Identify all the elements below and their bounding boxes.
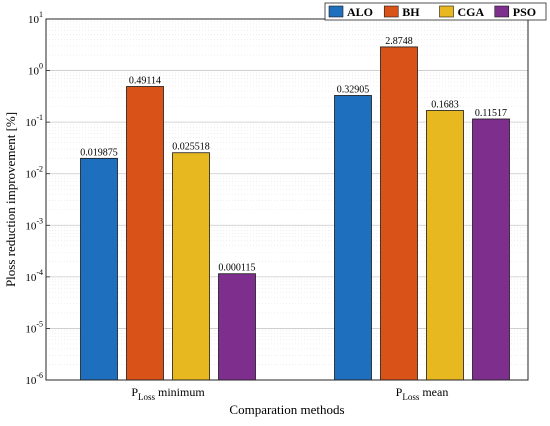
bar-pso	[218, 273, 256, 381]
y-axis-ticks: 10-6 10-5 10-4 10-3 10-2 10-1 100 101	[25, 10, 50, 387]
y-tick-label: 101	[28, 10, 43, 26]
bar-value-labels: 0.019875 0.32905 0.49114 2.8748 0.025518 0.16…	[80, 36, 507, 274]
plot-frame	[45, 18, 529, 381]
x-axis-categories: PLoss minimum PLoss mean	[131, 385, 448, 402]
y-tick-label: 10-6	[25, 371, 43, 387]
legend-box	[324, 2, 547, 21]
legend-swatch-cga	[439, 5, 454, 18]
y-tick-label: 10-4	[25, 268, 43, 284]
x-axis-label: Comparation methods	[229, 402, 344, 417]
x-category-label: PLoss minimum	[131, 385, 205, 402]
legend-swatch-pso	[494, 5, 510, 18]
bars	[80, 46, 510, 381]
y-tick-label: 10-3	[25, 216, 43, 232]
legend: ALO BH CGA PSO	[324, 2, 547, 21]
legend-swatch-bh	[383, 5, 399, 18]
legend-label-cga: CGA	[458, 5, 485, 19]
bar-alo	[80, 157, 118, 381]
bar-value-label: 0.025518	[172, 142, 210, 153]
bar-alo	[334, 95, 372, 381]
bar-bh	[380, 46, 418, 381]
bar-value-label: 0.1683	[431, 99, 459, 110]
bar-value-label: 2.8748	[385, 36, 413, 47]
bar-value-label: 0.11517	[475, 108, 507, 119]
legend-swatch-alo	[328, 5, 344, 18]
x-category-label: PLoss mean	[396, 385, 449, 402]
legend-label-alo: ALO	[347, 5, 373, 19]
y-tick-label: 10-1	[25, 113, 43, 129]
bar-value-label: 0.49114	[129, 75, 161, 86]
y-tick-label: 10-2	[25, 165, 43, 181]
legend-label-pso: PSO	[513, 5, 536, 19]
bar-value-label: 0.019875	[80, 147, 118, 158]
y-tick-label: 10-5	[25, 319, 43, 335]
bar-bh	[126, 86, 164, 381]
bar-value-label: 0.000115	[218, 263, 255, 274]
bar-cga	[172, 152, 210, 381]
legend-label-bh: BH	[402, 5, 420, 19]
y-axis-label: Ploss reduction improvement [%]	[3, 112, 18, 287]
bar-cga	[426, 110, 464, 381]
y-tick-label: 100	[28, 62, 43, 78]
bar-pso	[472, 118, 510, 381]
bar-value-label: 0.32905	[337, 84, 370, 95]
